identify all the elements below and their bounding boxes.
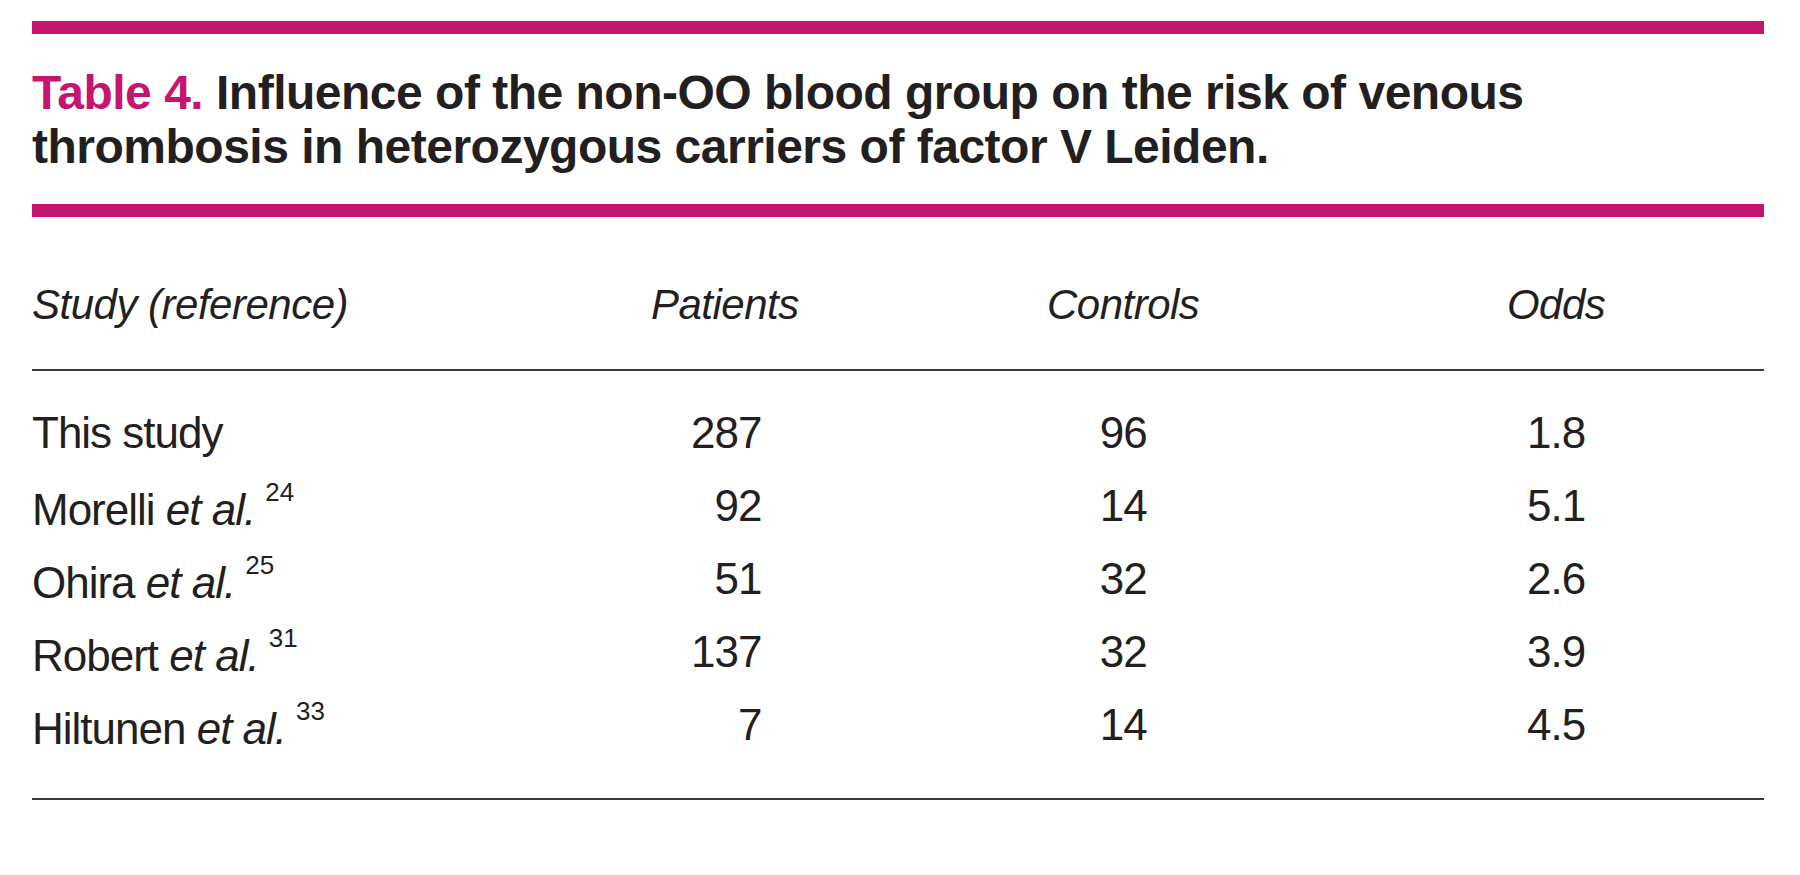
odds-cell: 2.6 [1348,554,1764,604]
controls-cell: 32 [898,627,1348,677]
study-name: This study [32,408,223,457]
controls-cell: 14 [898,481,1348,531]
table-caption: Table 4. Influence of the non-OO blood g… [32,66,1764,174]
table-body: This study287961.8Morelli et al.2492145.… [32,397,1764,762]
controls-cell: 14 [898,700,1348,750]
study-cell: This study [32,408,552,458]
et-al-text: et al. [185,704,286,753]
patients-value: 51 [688,554,761,604]
reference-superscript: 25 [245,550,274,580]
et-al-text: et al. [158,631,259,680]
paper-table-figure: Table 4. Influence of the non-OO blood g… [0,0,1800,875]
patients-cell: 287 [552,408,898,458]
et-al-text: et al. [155,485,256,534]
table-header-row: Study (reference) Patients Controls Odds [32,281,1764,329]
odds-cell: 3.9 [1348,627,1764,677]
reference-superscript: 24 [265,477,294,507]
odds-cell: 1.8 [1348,408,1764,458]
top-accent-rule [32,21,1764,34]
study-cell: Morelli et al. 24 [32,477,552,535]
table-row: Morelli et al. 24 92 145.1 [32,470,1764,543]
study-name: Ohira [32,558,135,607]
study-cell: Hiltunen et al. 33 [32,696,552,754]
patients-cell: 92 [552,481,898,531]
table-caption-text: Influence of the non-OO blood group on t… [32,66,1523,173]
patients-cell: 51 [552,554,898,604]
column-header-controls: Controls [898,281,1348,329]
controls-cell: 32 [898,554,1348,604]
patients-cell: 137 [552,627,898,677]
table-row: Robert et al. 31 137 323.9 [32,616,1764,689]
patients-value: 92 [688,481,761,531]
patients-value: 287 [688,408,761,458]
table-row: Hiltunen et al. 33 7 144.5 [32,689,1764,762]
controls-cell: 96 [898,408,1348,458]
column-header-study: Study (reference) [32,281,552,329]
odds-cell: 5.1 [1348,481,1764,531]
table-row: Ohira et al. 25 51 322.6 [32,543,1764,616]
header-divider-rule [32,369,1764,371]
patients-cell: 7 [552,700,898,750]
table-caption-label: Table 4. [32,66,203,119]
patients-value: 7 [688,700,761,750]
patients-value: 137 [688,627,761,677]
odds-cell: 4.5 [1348,700,1764,750]
study-cell: Ohira et al. 25 [32,550,552,608]
reference-superscript: 31 [269,623,298,653]
caption-accent-rule [32,204,1764,217]
study-name: Robert [32,631,158,680]
column-header-odds: Odds [1348,281,1764,329]
et-al-text: et al. [135,558,236,607]
study-cell: Robert et al. 31 [32,623,552,681]
table-content: Table 4. Influence of the non-OO blood g… [32,0,1764,800]
bottom-divider-rule [32,798,1764,800]
table-row: This study 287 961.8 [32,397,1764,470]
reference-superscript: 33 [296,696,325,726]
study-name: Hiltunen [32,704,185,753]
study-name: Morelli [32,485,155,534]
column-header-patients: Patients [552,281,898,329]
